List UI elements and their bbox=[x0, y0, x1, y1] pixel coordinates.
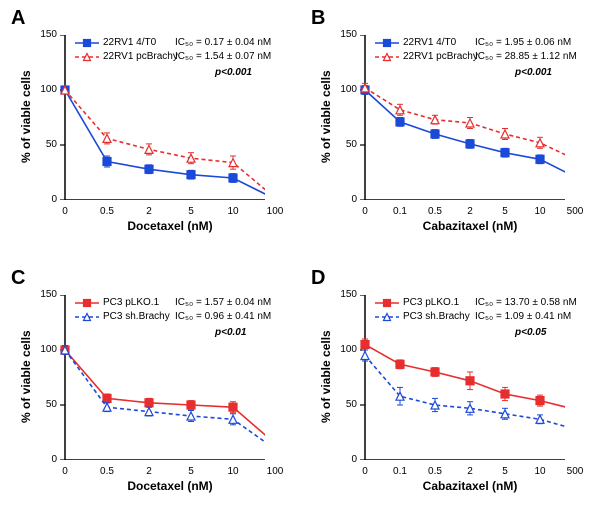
legend-row: PC3 sh.Brachy bbox=[375, 311, 470, 322]
panel-label: C bbox=[11, 267, 25, 290]
x-tick-label: 10 bbox=[221, 466, 245, 477]
y-tick-label: 100 bbox=[340, 344, 357, 355]
y-axis-title: % of viable cells bbox=[19, 330, 33, 423]
x-tick-label: 10 bbox=[528, 206, 552, 217]
ic50-text: IC₅₀ = 13.70 ± 0.58 nM bbox=[475, 297, 577, 308]
x-axis-title: Cabazitaxel (nM) bbox=[423, 219, 518, 233]
p-value: p<0.01 bbox=[215, 327, 246, 338]
x-tick-label: 5 bbox=[493, 466, 517, 477]
ic50-text: IC₅₀ = 0.96 ± 0.41 nM bbox=[175, 311, 271, 322]
x-tick-label: 0.5 bbox=[423, 466, 447, 477]
panel-c: C% of viable cellsDocetaxel (nM)05010015… bbox=[5, 265, 295, 515]
legend-text: 22RV1 pcBrachy bbox=[403, 51, 478, 62]
x-tick-label: 2 bbox=[137, 206, 161, 217]
x-tick-label: 2 bbox=[137, 466, 161, 477]
x-tick-label: 0 bbox=[353, 466, 377, 477]
legend-text: PC3 sh.Brachy bbox=[403, 311, 470, 322]
y-axis-title: % of viable cells bbox=[319, 330, 333, 423]
x-tick-label: 0 bbox=[353, 206, 377, 217]
x-tick-label: 5 bbox=[493, 206, 517, 217]
ic50-text: IC₅₀ = 28.85 ± 1.12 nM bbox=[475, 51, 577, 62]
x-tick-label: 0.5 bbox=[423, 206, 447, 217]
legend-marker bbox=[75, 312, 99, 322]
panel-label: A bbox=[11, 7, 25, 30]
legend-row: PC3 pLKO.1 bbox=[375, 297, 459, 308]
x-tick-label: 0 bbox=[53, 206, 77, 217]
x-tick-label: 0.5 bbox=[95, 466, 119, 477]
y-tick-label: 150 bbox=[40, 289, 57, 300]
x-tick-label: 100 bbox=[263, 206, 287, 217]
ic50-text: IC₅₀ = 1.95 ± 0.06 nM bbox=[475, 37, 571, 48]
ic50-text: IC₅₀ = 0.17 ± 0.04 nM bbox=[175, 37, 271, 48]
legend-marker bbox=[375, 52, 399, 62]
legend-text: 22RV1 pcBrachy bbox=[103, 51, 178, 62]
legend-text: 22RV1 4/T0 bbox=[103, 37, 156, 48]
x-tick-label: 5 bbox=[179, 206, 203, 217]
y-tick-label: 150 bbox=[340, 29, 357, 40]
x-tick-label: 500 bbox=[563, 466, 587, 477]
panel-label: D bbox=[311, 267, 325, 290]
y-tick-label: 100 bbox=[40, 344, 57, 355]
panel-a: A% of viable cellsDocetaxel (nM)05010015… bbox=[5, 5, 295, 255]
y-tick-label: 50 bbox=[346, 139, 357, 150]
y-tick-label: 50 bbox=[346, 399, 357, 410]
x-tick-label: 500 bbox=[563, 206, 587, 217]
legend-marker bbox=[375, 298, 399, 308]
legend-text: PC3 sh.Brachy bbox=[103, 311, 170, 322]
ic50-text: IC₅₀ = 1.57 ± 0.04 nM bbox=[175, 297, 271, 308]
legend-row: 22RV1 pcBrachy bbox=[75, 51, 178, 62]
x-axis-title: Docetaxel (nM) bbox=[127, 219, 212, 233]
legend-row: 22RV1 4/T0 bbox=[375, 37, 456, 48]
x-axis-title: Docetaxel (nM) bbox=[127, 479, 212, 493]
x-axis-title: Cabazitaxel (nM) bbox=[423, 479, 518, 493]
y-tick-label: 50 bbox=[46, 139, 57, 150]
legend-row: PC3 pLKO.1 bbox=[75, 297, 159, 308]
y-tick-label: 100 bbox=[340, 84, 357, 95]
y-tick-label: 150 bbox=[340, 289, 357, 300]
y-tick-label: 0 bbox=[351, 194, 357, 205]
legend-text: PC3 pLKO.1 bbox=[403, 297, 459, 308]
x-tick-label: 2 bbox=[458, 206, 482, 217]
legend-row: 22RV1 4/T0 bbox=[75, 37, 156, 48]
legend-marker bbox=[75, 298, 99, 308]
x-tick-label: 0.1 bbox=[388, 206, 412, 217]
x-tick-label: 0.5 bbox=[95, 206, 119, 217]
x-tick-label: 0.1 bbox=[388, 466, 412, 477]
x-tick-label: 100 bbox=[263, 466, 287, 477]
legend-text: 22RV1 4/T0 bbox=[403, 37, 456, 48]
p-value: p<0.05 bbox=[515, 327, 546, 338]
x-tick-label: 10 bbox=[221, 206, 245, 217]
legend-marker bbox=[375, 312, 399, 322]
legend-marker bbox=[375, 38, 399, 48]
p-value: p<0.001 bbox=[215, 67, 252, 78]
y-axis-title: % of viable cells bbox=[19, 70, 33, 163]
legend-marker bbox=[75, 38, 99, 48]
legend-row: 22RV1 pcBrachy bbox=[375, 51, 478, 62]
legend-row: PC3 sh.Brachy bbox=[75, 311, 170, 322]
panel-label: B bbox=[311, 7, 325, 30]
y-tick-label: 0 bbox=[51, 194, 57, 205]
p-value: p<0.001 bbox=[515, 67, 552, 78]
y-axis-title: % of viable cells bbox=[319, 70, 333, 163]
x-tick-label: 5 bbox=[179, 466, 203, 477]
x-tick-label: 0 bbox=[53, 466, 77, 477]
y-tick-label: 50 bbox=[46, 399, 57, 410]
legend-marker bbox=[75, 52, 99, 62]
legend-text: PC3 pLKO.1 bbox=[103, 297, 159, 308]
panel-b: B% of viable cellsCabazitaxel (nM)050100… bbox=[305, 5, 595, 255]
y-tick-label: 100 bbox=[40, 84, 57, 95]
y-tick-label: 150 bbox=[40, 29, 57, 40]
figure-root: A% of viable cellsDocetaxel (nM)05010015… bbox=[0, 0, 600, 523]
x-tick-label: 10 bbox=[528, 466, 552, 477]
y-tick-label: 0 bbox=[351, 454, 357, 465]
ic50-text: IC₅₀ = 1.54 ± 0.07 nM bbox=[175, 51, 271, 62]
y-tick-label: 0 bbox=[51, 454, 57, 465]
x-tick-label: 2 bbox=[458, 466, 482, 477]
panel-d: D% of viable cellsCabazitaxel (nM)050100… bbox=[305, 265, 595, 515]
ic50-text: IC₅₀ = 1.09 ± 0.41 nM bbox=[475, 311, 571, 322]
